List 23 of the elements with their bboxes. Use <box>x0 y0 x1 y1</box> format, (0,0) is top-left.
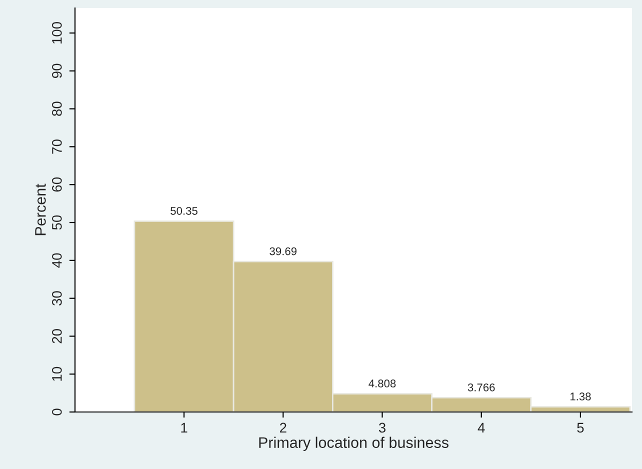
y-axis-title: Percent <box>35 184 46 236</box>
data-label: 4.808 <box>368 380 396 388</box>
y-tick-label: 70 <box>52 140 62 154</box>
data-label: 39.69 <box>270 247 297 256</box>
y-tick-label: 50 <box>52 215 62 230</box>
x-tick-label: 3 <box>378 422 386 433</box>
y-tick-label: 80 <box>52 102 62 116</box>
y-tick-label: 10 <box>52 366 62 381</box>
x-tick-label: 2 <box>280 422 286 432</box>
x-axis-title: Primary location of business <box>259 436 448 451</box>
data-label: 50.35 <box>170 206 198 215</box>
y-tick-label: 90 <box>52 64 62 78</box>
x-tick-label: 1 <box>181 422 188 432</box>
y-tick-label: 30 <box>52 291 62 306</box>
x-tick-label: 5 <box>577 422 584 433</box>
y-tick-label: 60 <box>52 177 62 192</box>
y-tick-label: 0 <box>52 408 62 416</box>
y-tick-label: 20 <box>52 329 62 344</box>
y-tick-label: 100 <box>52 22 62 44</box>
data-label: 3.766 <box>468 383 495 392</box>
y-tick-label: 40 <box>52 253 62 268</box>
data-label: 1.38 <box>570 392 591 400</box>
x-tick-label: 4 <box>478 422 485 432</box>
